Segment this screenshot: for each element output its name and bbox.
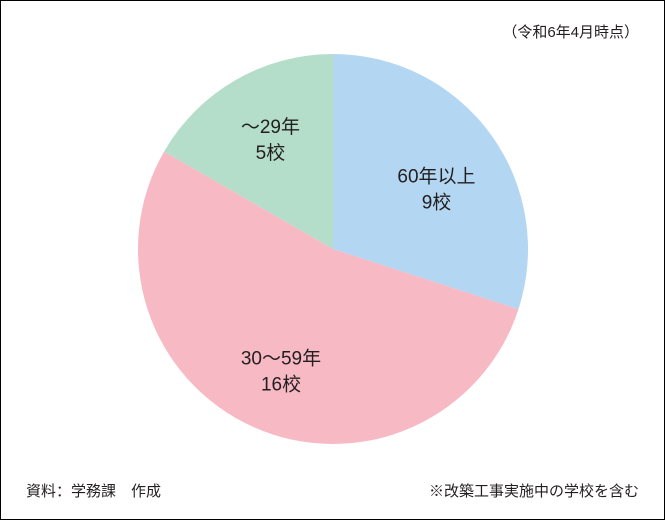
pie-chart: 60年以上 9校 30～59年 16校 ～29年 5校	[123, 39, 543, 464]
footnote: ※改築工事実施中の学校を含む	[429, 480, 639, 501]
pie-slice-label-line2: 9校	[421, 192, 451, 214]
pie-slice-label-line2: 5校	[255, 142, 285, 164]
source-note: 資料：学務課 作成	[26, 480, 161, 501]
pie-slice-label-line1: 30～59年	[240, 347, 320, 369]
chart-frame: （令和6年4月時点） 60年以上9校30～59年16校～29年5校 資料：学務課…	[0, 0, 665, 520]
pie-chart-svg: 60年以上 9校 30～59年 16校 ～29年 5校	[123, 39, 543, 459]
pie-slice-label-line1: 60年以上	[397, 166, 475, 188]
pie-slice-label-line1: ～29年	[240, 116, 299, 138]
pie-slice-label-line2: 16校	[260, 373, 300, 395]
